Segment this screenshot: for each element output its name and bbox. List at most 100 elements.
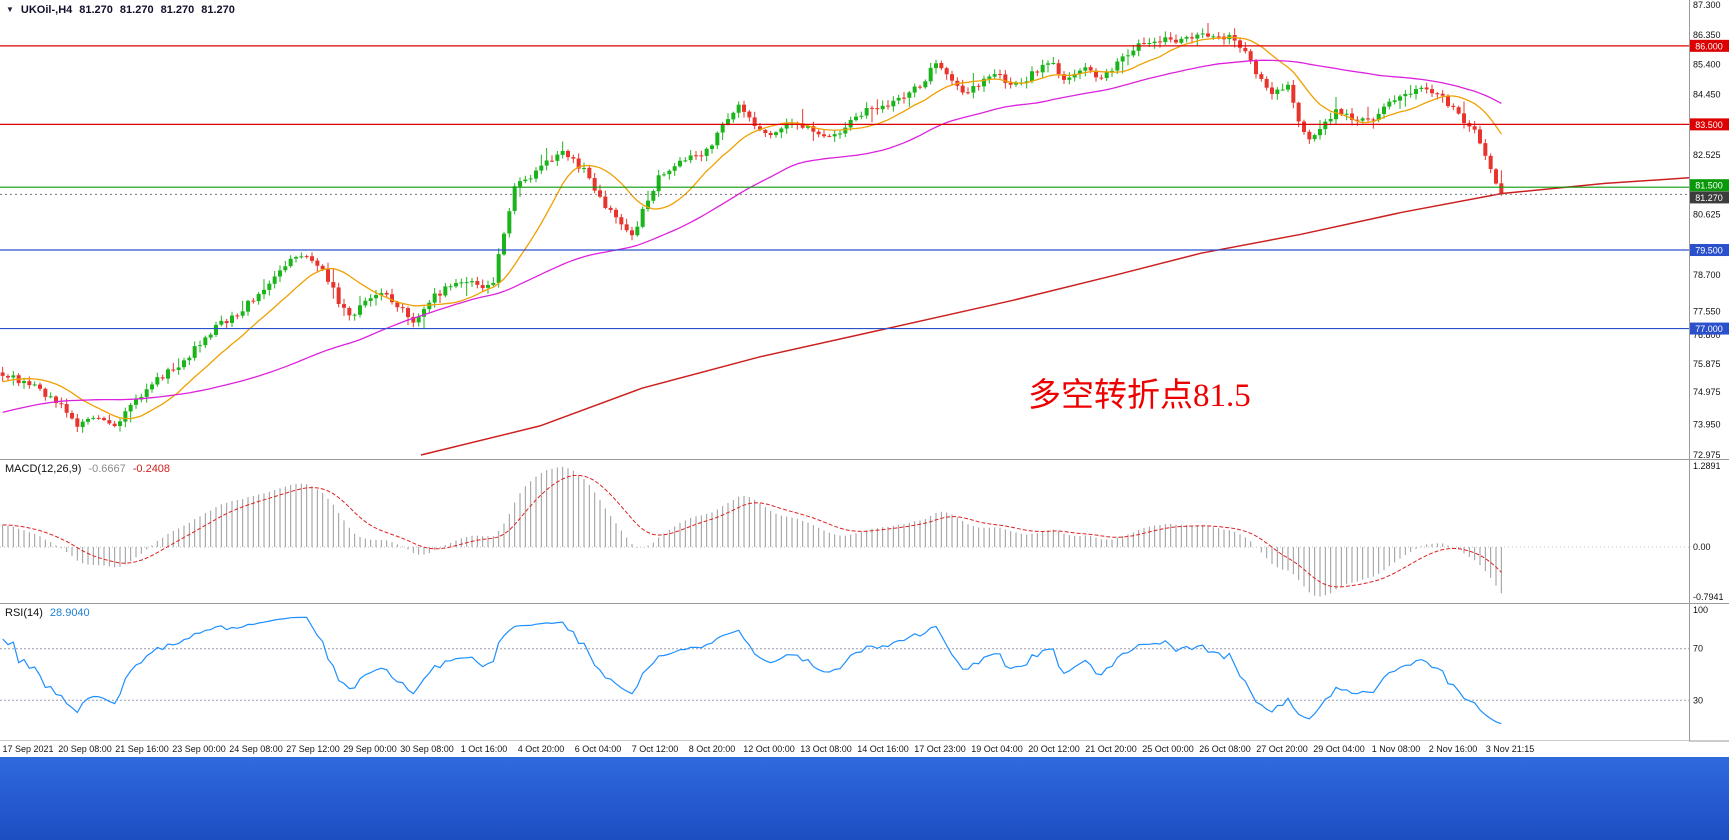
price-tick-label: 82.525 [1693,150,1721,160]
candle-body [459,282,464,284]
time-axis-label: 1 Oct 16:00 [460,744,508,754]
price-tick-label: 76.800 [1693,330,1721,340]
candle-body [310,256,314,261]
candle-body [923,81,928,88]
time-axis-label: 20 Oct 12:00 [1028,744,1080,754]
candle-body [582,167,586,169]
candle-body [1328,118,1333,122]
candle-body [374,295,378,299]
macd-indicator-label: MACD(12,26,9) -0.6667 -0.2408 [5,463,170,475]
chart-menu-triangle-icon[interactable]: ▼ [6,5,14,14]
candle-body [315,260,320,266]
time-axis-label: 29 Sep 00:00 [343,744,397,754]
candle-body [80,421,85,428]
candle-body [934,63,938,69]
price-tick-label: 80.625 [1693,210,1721,220]
candle-body [406,308,410,318]
candle-body [1382,106,1386,115]
time-axis[interactable]: 17 Sep 2021 20 Sep 08:00 21 Sep 16:00 23 Se… [0,741,1689,757]
price-badge-label: 77.000 [1695,324,1723,334]
candle-body [1131,50,1136,56]
candle-body [347,308,352,316]
candle-body [576,158,581,169]
time-axis-label: 30 Sep 08:00 [400,744,454,754]
candle-body [736,104,741,113]
rsi-indicator-label: RSI(14) 28.9040 [5,607,90,619]
candle-body [731,112,736,120]
candle-body [1142,43,1146,45]
candle-body [496,254,501,283]
candle-body [1248,51,1253,61]
price-tick-label: 74.975 [1693,387,1721,397]
price-badge [1690,118,1729,131]
price-tick-label: 72.975 [1693,450,1721,460]
candle-body [1488,155,1493,170]
chart-annotation-text[interactable]: 多空转折点81.5 [1028,378,1251,414]
candle-body [336,287,341,305]
time-axis-label: 4 Oct 20:00 [517,744,565,754]
macd-signal-value: -0.2408 [132,463,171,475]
candle-body [43,388,48,397]
candle-body [272,276,277,284]
candle-body [875,108,880,110]
candle-body [747,111,752,118]
candle-body [1435,93,1440,95]
candle-body [982,78,986,87]
candle-body [224,321,229,324]
candle-body [288,258,293,267]
candle-body [96,417,101,419]
price-badge [1690,244,1729,257]
candle-body [1120,56,1125,62]
candle-body [539,165,544,171]
candle-body [256,293,261,302]
candle-body [1398,96,1402,101]
candle-body [1286,84,1290,90]
candle-body [144,389,149,397]
time-axis-label: 27 Sep 12:00 [286,744,340,754]
candle-body [368,298,373,301]
candle-body [507,211,512,234]
time-axis-label: 8 Oct 20:00 [688,744,736,754]
candle-body [1094,70,1098,78]
candle-body [475,281,480,285]
candle-body [806,125,810,128]
candle-body [528,178,533,180]
candle-body [1126,55,1130,57]
candle-body [1264,78,1269,88]
price-tick-label: 75.875 [1693,359,1721,369]
candle-body [1360,118,1365,121]
candle-body [662,174,666,176]
candle-body [683,160,688,162]
candle-body [1408,93,1413,95]
candle-body [1078,70,1082,74]
candle-body [811,126,816,132]
time-axis-label: 17 Sep 2021 [2,744,54,754]
candle-body [752,117,757,127]
candle-body [1110,70,1114,73]
candle-body [918,86,922,88]
candle-body [283,266,288,271]
time-axis-label: 2 Nov 16:00 [1428,744,1478,754]
rsi-tick-label: 70 [1693,644,1703,654]
candle-body [395,302,400,308]
candle-body [1302,121,1306,133]
candle-body [48,396,53,398]
candle-body [123,411,128,422]
chart-canvas[interactable]: 87.300 86.350 85.400 84.450 82.525 80.625 78.7… [0,0,1729,757]
candle-body [1088,67,1093,71]
candle-body [1451,105,1456,108]
candle-body [886,105,890,107]
candle-body [1430,89,1434,94]
candle-body [352,314,357,316]
price-badge-label: 79.500 [1695,246,1723,256]
candle-body [464,282,469,284]
candle-body [832,134,837,137]
candle-body [416,316,421,323]
candle-body [128,404,133,412]
candle-body [358,305,362,315]
candle-body [1366,118,1370,120]
candle-body [502,233,506,255]
candle-body [1259,74,1264,79]
candle-body [976,85,981,87]
price-badge [1690,191,1729,204]
